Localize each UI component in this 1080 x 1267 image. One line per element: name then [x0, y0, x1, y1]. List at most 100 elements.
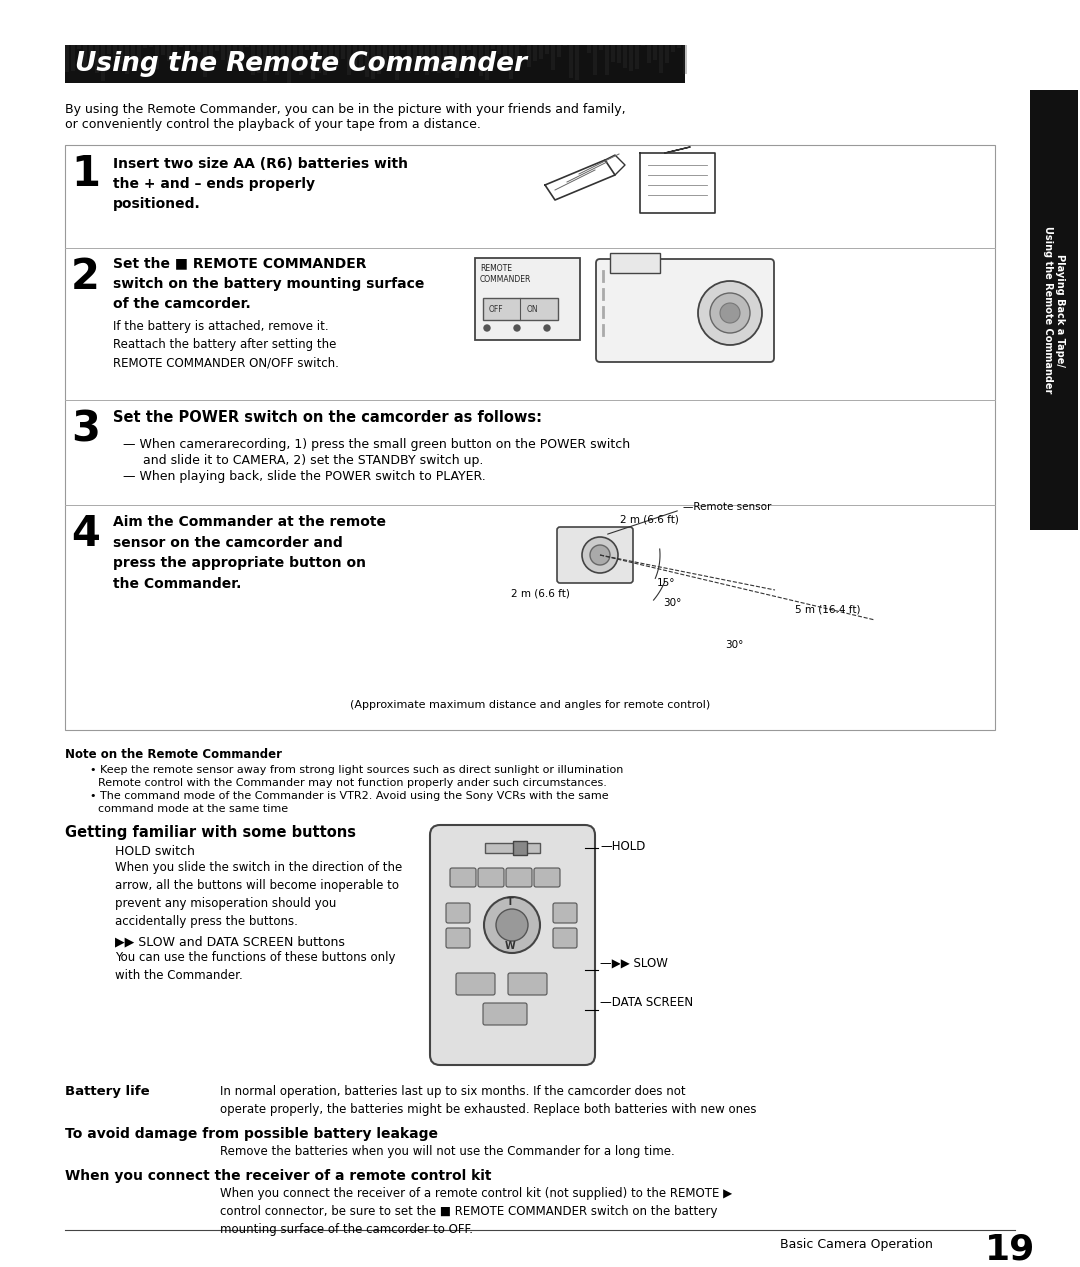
Text: In normal operation, batteries last up to six months. If the camcorder does not
: In normal operation, batteries last up t…	[220, 1085, 756, 1116]
Bar	[65, 144, 995, 730]
Bar	[341, 46, 345, 70]
Bar	[581, 46, 585, 47]
Bar	[473, 46, 477, 81]
Bar	[264, 46, 267, 77]
Bar	[509, 46, 513, 79]
Bar	[1030, 90, 1078, 530]
Bar	[227, 46, 231, 79]
FancyBboxPatch shape	[596, 258, 774, 362]
Text: Set the ■ REMOTE COMMANDER
switch on the battery mounting surface
of the camcord: Set the ■ REMOTE COMMANDER switch on the…	[113, 256, 424, 312]
Text: —Remote sensor: —Remote sensor	[683, 502, 771, 512]
Bar	[221, 46, 225, 77]
Text: 2: 2	[71, 256, 99, 298]
Bar	[431, 46, 435, 57]
Bar	[323, 46, 327, 82]
Bar	[426, 46, 429, 56]
Text: When you connect the receiver of a remote control kit (not supplied) to the REMO: When you connect the receiver of a remot…	[220, 1187, 732, 1237]
Bar	[557, 46, 561, 75]
Text: command mode at the same time: command mode at the same time	[98, 805, 288, 813]
Bar	[569, 46, 573, 81]
Bar	[443, 46, 447, 72]
Bar	[497, 46, 501, 56]
Text: Set the POWER switch on the camcorder as follows:: Set the POWER switch on the camcorder as…	[113, 411, 542, 424]
Text: To avoid damage from possible battery leakage: To avoid damage from possible battery le…	[65, 1128, 438, 1142]
Bar	[527, 46, 531, 47]
Circle shape	[484, 897, 540, 953]
Text: 3: 3	[71, 408, 100, 450]
Text: 1: 1	[71, 153, 100, 195]
Text: REMOTE
COMMANDER: REMOTE COMMANDER	[480, 264, 531, 284]
Bar	[383, 46, 387, 53]
Bar	[635, 46, 639, 51]
Bar	[653, 46, 657, 47]
Bar	[521, 46, 525, 54]
Bar	[513, 841, 527, 855]
Bar	[610, 253, 660, 272]
Bar	[89, 46, 93, 48]
Bar	[65, 46, 685, 84]
Bar	[179, 46, 183, 68]
Text: T: T	[507, 897, 513, 907]
Text: — When camerarecording, 1) press the small green button on the POWER switch: — When camerarecording, 1) press the sma…	[123, 438, 630, 451]
Bar	[269, 46, 273, 80]
Bar	[563, 46, 567, 52]
Text: Getting familiar with some buttons: Getting familiar with some buttons	[65, 825, 356, 840]
Text: By using the Remote Commander, you can be in the picture with your friends and f: By using the Remote Commander, you can b…	[65, 103, 625, 131]
Text: • The command mode of the Commander is VTR2. Avoid using the Sony VCRs with the : • The command mode of the Commander is V…	[90, 791, 609, 801]
FancyBboxPatch shape	[456, 973, 495, 995]
Circle shape	[590, 545, 610, 565]
Bar	[683, 46, 687, 66]
Text: Note on the Remote Commander: Note on the Remote Commander	[65, 748, 282, 761]
FancyBboxPatch shape	[557, 527, 633, 583]
Bar	[305, 46, 309, 77]
Text: When you slide the switch in the direction of the
arrow, all the buttons will be: When you slide the switch in the directi…	[114, 862, 402, 927]
Bar	[413, 46, 417, 49]
Bar	[485, 46, 489, 52]
Bar	[485, 843, 540, 853]
Bar	[119, 46, 123, 52]
Bar	[329, 46, 333, 73]
Bar	[275, 46, 279, 71]
Bar	[449, 46, 453, 73]
Bar	[665, 46, 669, 75]
Text: You can use the functions of these buttons only
with the Commander.: You can use the functions of these butto…	[114, 952, 395, 982]
Circle shape	[710, 293, 750, 333]
Text: 5 m (16.4 ft): 5 m (16.4 ft)	[795, 606, 861, 614]
FancyBboxPatch shape	[534, 868, 561, 887]
FancyBboxPatch shape	[553, 903, 577, 922]
Bar	[156, 46, 159, 80]
Bar	[71, 46, 75, 47]
Bar	[401, 46, 405, 49]
Text: 30°: 30°	[663, 598, 681, 608]
Bar	[599, 46, 603, 70]
Text: Playing Back a Tape/
Using the Remote Commander: Playing Back a Tape/ Using the Remote Co…	[1043, 227, 1065, 394]
FancyBboxPatch shape	[553, 927, 577, 948]
Bar	[629, 46, 633, 65]
Text: OFF: OFF	[489, 305, 503, 314]
Text: When you connect the receiver of a remote control kit: When you connect the receiver of a remot…	[65, 1169, 491, 1183]
Bar	[389, 46, 393, 68]
Bar	[77, 46, 81, 79]
Bar	[671, 46, 675, 62]
Bar	[203, 46, 207, 81]
Bar	[131, 46, 135, 76]
Bar	[299, 46, 303, 77]
Bar	[185, 46, 189, 73]
Bar	[475, 258, 580, 340]
Circle shape	[496, 908, 528, 941]
Bar	[293, 46, 297, 60]
Text: — When playing back, slide the POWER switch to PLAYER.: — When playing back, slide the POWER swi…	[123, 470, 486, 483]
Text: W: W	[504, 941, 515, 952]
FancyBboxPatch shape	[446, 903, 470, 922]
Bar	[575, 46, 579, 70]
Bar	[503, 46, 507, 62]
Bar	[311, 46, 315, 49]
Bar	[407, 46, 411, 72]
Bar	[515, 46, 519, 77]
Bar	[251, 46, 255, 73]
Text: and slide it to CAMERA, 2) set the STANDBY switch up.: and slide it to CAMERA, 2) set the STAND…	[123, 454, 484, 468]
FancyBboxPatch shape	[446, 927, 470, 948]
Bar	[239, 46, 243, 76]
Circle shape	[698, 281, 762, 345]
Text: HOLD switch: HOLD switch	[114, 845, 194, 858]
